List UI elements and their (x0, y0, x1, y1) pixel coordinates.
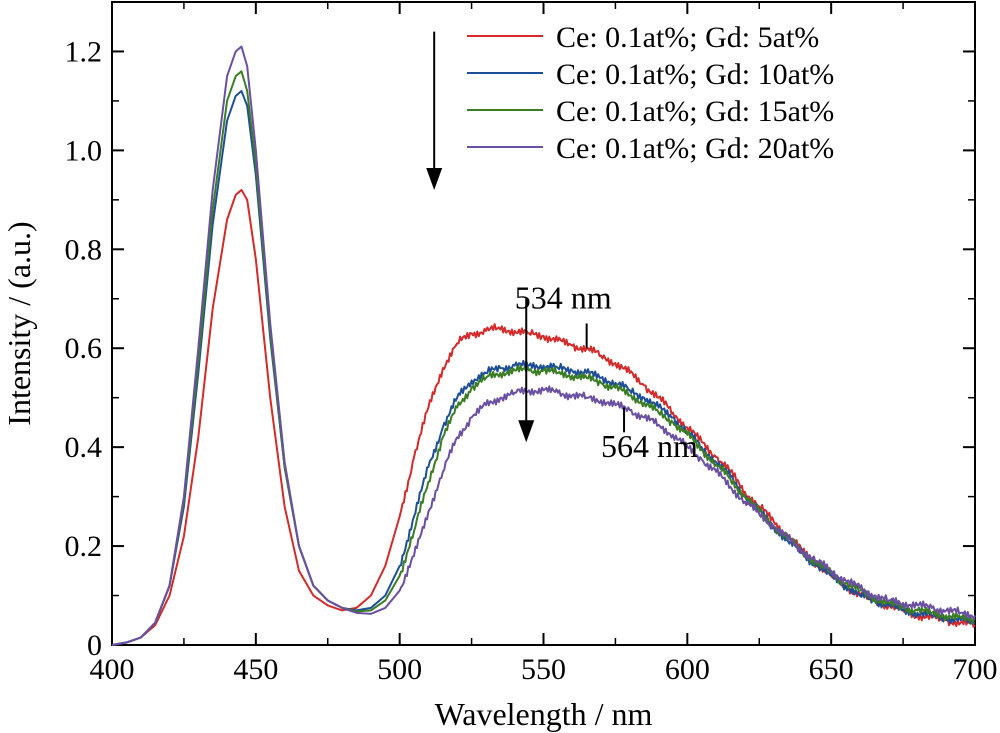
x-tick-label: 600 (665, 653, 710, 686)
annotations: 534 nm 564 nm (426, 31, 698, 464)
plot-frame (111, 1, 976, 646)
legend: Ce: 0.1at%; Gd: 5at% Ce: 0.1at%; Gd: 10at… (467, 21, 834, 165)
legend-label-3: Ce: 0.1at%; Gd: 15at% (556, 95, 834, 128)
series-line-1 (111, 188, 976, 646)
x-tick-label: 550 (521, 653, 566, 686)
x-tick-label: 700 (953, 653, 998, 686)
series-line-2 (111, 90, 976, 646)
series-line-4 (111, 45, 976, 646)
legend-label-2: Ce: 0.1at%; Gd: 10at% (556, 58, 834, 91)
x-tick-label: 400 (90, 653, 135, 686)
series-line-3 (111, 70, 976, 646)
trend-arrow-head (426, 167, 443, 190)
y-tick-label: 0.2 (65, 530, 103, 563)
legend-label-1: Ce: 0.1at%; Gd: 5at% (556, 21, 819, 54)
x-axis-title: Wavelength / nm (435, 696, 653, 732)
x-tick-label: 450 (233, 653, 278, 686)
peak-label: 564 nm (601, 428, 698, 464)
y-tick-label: 0.8 (65, 233, 103, 266)
legend-label-4: Ce: 0.1at%; Gd: 20at% (556, 132, 834, 165)
plot-border (111, 1, 976, 646)
y-tick-label: 1.2 (65, 35, 103, 68)
y-axis-title: Intensity / (a.u.) (1, 221, 37, 425)
series-lines (111, 45, 976, 646)
x-tick-label: 500 (377, 653, 422, 686)
trend-arrow-head (518, 420, 535, 443)
peak-label: 534 nm (515, 280, 612, 316)
y-tick-label: 0 (87, 629, 102, 662)
x-tick-label: 650 (809, 653, 854, 686)
y-tick-label: 0.4 (65, 431, 103, 464)
y-tick-label: 0.6 (65, 332, 103, 365)
y-tick-label: 1.0 (65, 134, 103, 167)
axis-labels: Wavelength / nm Intensity / (a.u.) (1, 221, 653, 732)
axis-ticks: 400 450 500 550 600 650 700 0 0.2 0.4 0.6 0.8 1.0 1.2 (65, 1, 998, 686)
